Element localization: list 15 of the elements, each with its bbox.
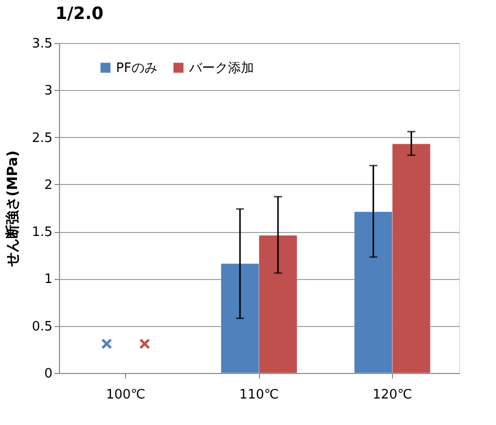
legend-label: バーク添加 bbox=[188, 60, 254, 76]
y-tick-label: 2.5 bbox=[32, 130, 52, 146]
chart-title: 1/2.0 bbox=[55, 4, 104, 24]
y-tick-label: 0 bbox=[44, 366, 52, 382]
y-axis-title: せん断強さ(MPa) bbox=[4, 150, 21, 268]
x-tick-label: 120℃ bbox=[372, 388, 412, 402]
y-tick-label: 2 bbox=[44, 178, 52, 193]
x-tick-label: 110℃ bbox=[239, 388, 279, 402]
y-tick-label: 3 bbox=[44, 84, 52, 99]
x-tick-label: 100℃ bbox=[106, 388, 146, 402]
legend-label: PFのみ bbox=[116, 60, 158, 76]
y-tick-label: 1 bbox=[44, 272, 52, 288]
y-tick-label: 1.5 bbox=[32, 225, 52, 240]
y-tick-label: 3.5 bbox=[32, 36, 52, 52]
y-tick-label: 0.5 bbox=[32, 319, 52, 334]
